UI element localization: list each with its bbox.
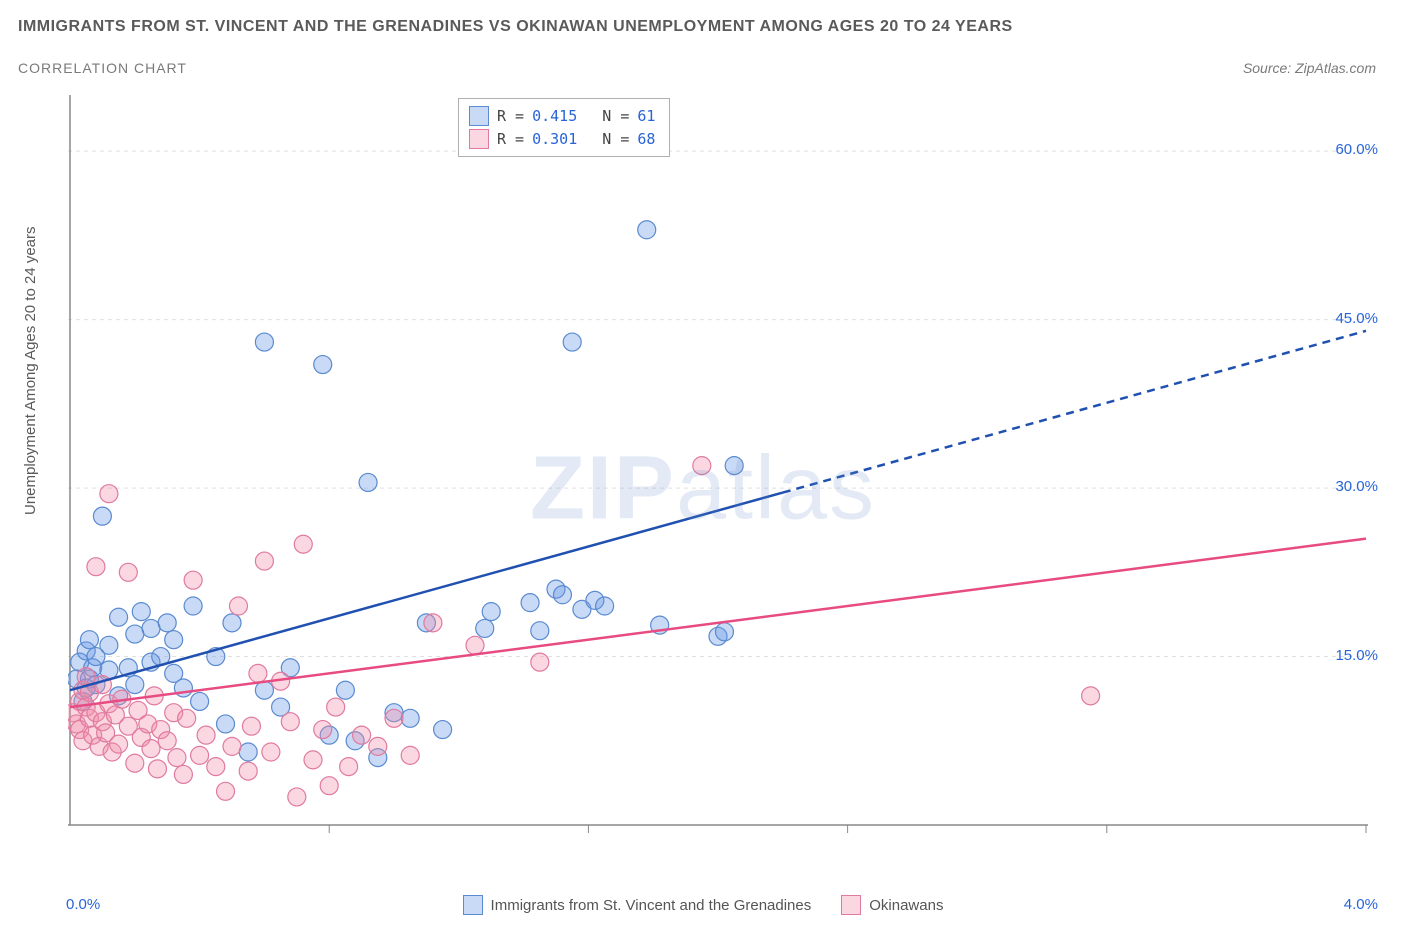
chart-title: IMMIGRANTS FROM ST. VINCENT AND THE GREN… [18, 18, 1013, 36]
r-value-series2: 0.301 [532, 128, 577, 151]
n-label: N = [602, 128, 629, 151]
r-label: R = [497, 128, 524, 151]
stats-row-series1: R = 0.415 N = 61 [469, 105, 655, 128]
legend-swatch-series2 [841, 895, 861, 915]
r-value-series1: 0.415 [532, 105, 577, 128]
source-attribution: Source: ZipAtlas.com [1243, 60, 1376, 76]
n-value-series1: 61 [637, 105, 655, 128]
chart-subtitle: CORRELATION CHART [18, 60, 187, 76]
y-axis-label: Unemployment Among Ages 20 to 24 years [22, 226, 39, 515]
source-label: Source: [1243, 60, 1295, 76]
legend-label-series2: Okinawans [869, 897, 943, 914]
scatter-plot [68, 95, 1368, 855]
legend-label-series1: Immigrants from St. Vincent and the Gren… [491, 897, 812, 914]
y-axis-tick: 45.0% [1335, 310, 1378, 327]
n-label: N = [602, 105, 629, 128]
legend-swatch-series1 [463, 895, 483, 915]
x-axis-legend: Immigrants from St. Vincent and the Gren… [18, 895, 1388, 915]
swatch-series2 [469, 129, 489, 149]
chart-container: Unemployment Among Ages 20 to 24 years Z… [18, 95, 1388, 915]
stats-row-series2: R = 0.301 N = 68 [469, 128, 655, 151]
n-value-series2: 68 [637, 128, 655, 151]
y-axis-tick: 30.0% [1335, 478, 1378, 495]
stats-legend-box: R = 0.415 N = 61 R = 0.301 N = 68 [458, 98, 670, 157]
y-axis-tick: 60.0% [1335, 141, 1378, 158]
swatch-series1 [469, 106, 489, 126]
r-label: R = [497, 105, 524, 128]
source-name: ZipAtlas.com [1295, 60, 1376, 76]
y-axis-tick: 15.0% [1335, 647, 1378, 664]
